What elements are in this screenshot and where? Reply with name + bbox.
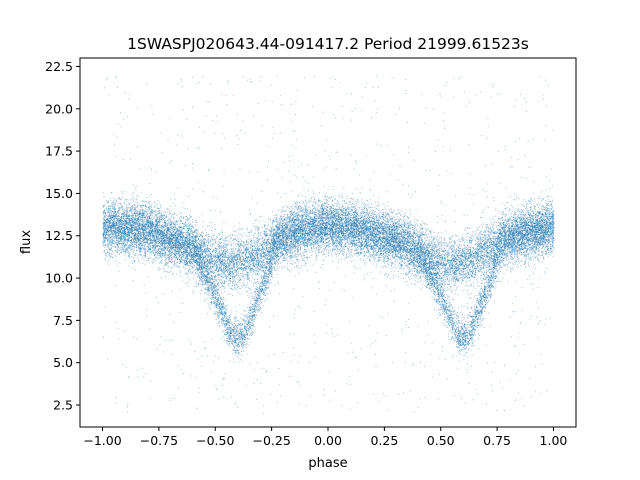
y-tick-label: 12.5 bbox=[45, 228, 73, 243]
x-axis-label: phase bbox=[308, 456, 347, 471]
scatter-points bbox=[103, 76, 555, 404]
y-tick-label: 22.5 bbox=[45, 59, 73, 74]
x-tick-label: 0.00 bbox=[314, 433, 342, 448]
chart-title: 1SWASPJ020643.44-091417.2 Period 21999.6… bbox=[127, 35, 529, 53]
scatter-points bbox=[102, 76, 554, 400]
x-tick-label: −0.25 bbox=[252, 433, 290, 448]
x-tick-label: 0.75 bbox=[483, 433, 511, 448]
y-tick-label: 2.5 bbox=[53, 397, 73, 412]
x-axis: −1.00 −0.75 −0.50 −0.25 0.00 0.25 0.50 0.75 1.00 bbox=[83, 427, 567, 448]
y-tick-label: 20.0 bbox=[45, 101, 73, 116]
x-tick-label: −1.00 bbox=[83, 433, 121, 448]
x-tick-label: 1.00 bbox=[540, 433, 568, 448]
x-tick-label: −0.50 bbox=[196, 433, 234, 448]
scatter-points bbox=[102, 79, 555, 413]
y-tick-label: 17.5 bbox=[45, 144, 73, 159]
y-tick-label: 15.0 bbox=[45, 186, 73, 201]
y-tick-label: 5.0 bbox=[53, 355, 73, 370]
scatter-points bbox=[102, 76, 554, 407]
data-points bbox=[102, 75, 555, 414]
y-tick-label: 10.0 bbox=[45, 271, 73, 286]
y-axis: 2.5 5.0 7.5 10.0 12.5 15.0 17.5 20.0 22.5 bbox=[45, 59, 80, 412]
y-tick-label: 7.5 bbox=[53, 313, 73, 328]
x-tick-label: 0.50 bbox=[427, 433, 455, 448]
x-tick-label: 0.25 bbox=[370, 433, 398, 448]
x-tick-label: −0.75 bbox=[140, 433, 178, 448]
scatter-points bbox=[102, 78, 555, 413]
y-axis-label: flux bbox=[19, 230, 34, 254]
